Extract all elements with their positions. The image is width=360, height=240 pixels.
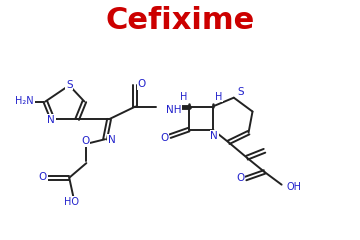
Text: S: S xyxy=(237,87,244,97)
Text: NH: NH xyxy=(166,105,181,115)
Text: S: S xyxy=(66,80,73,90)
Text: O: O xyxy=(138,79,146,89)
Text: O: O xyxy=(81,136,90,146)
Text: N: N xyxy=(47,115,55,125)
Text: N: N xyxy=(210,131,218,141)
Text: O: O xyxy=(160,133,168,143)
Text: O: O xyxy=(236,173,244,183)
Text: H₂N: H₂N xyxy=(15,96,34,106)
Text: N: N xyxy=(108,135,115,145)
Text: O: O xyxy=(39,172,47,182)
Text: HO: HO xyxy=(64,197,79,207)
Text: H: H xyxy=(180,91,187,102)
Text: Cefixime: Cefixime xyxy=(105,6,255,36)
Text: H: H xyxy=(215,91,222,102)
Text: OH: OH xyxy=(287,182,301,192)
